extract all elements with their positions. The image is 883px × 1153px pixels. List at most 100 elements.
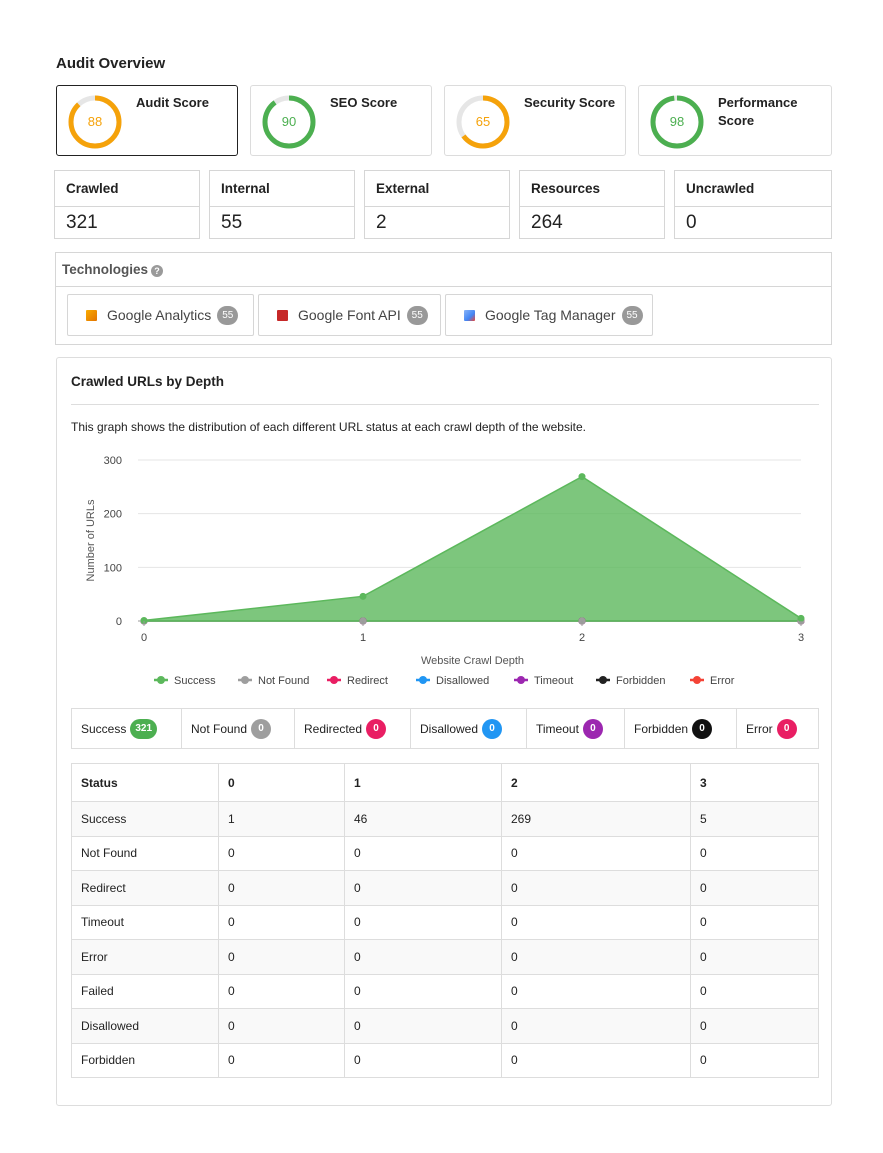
count-cell: 0: [501, 973, 691, 1009]
status-count-badge: 0: [251, 718, 272, 739]
y-axis-label: Number of URLs: [85, 499, 97, 581]
count-cell: 0: [218, 939, 345, 975]
security-score-card[interactable]: 65 Security Score: [444, 85, 626, 156]
stat-external[interactable]: External 2: [364, 170, 510, 239]
legend-item-success: Success: [154, 675, 216, 687]
stat-label: External: [365, 171, 509, 207]
legend-label: Forbidden: [616, 675, 666, 687]
tech-name: Google Tag Manager: [485, 307, 616, 323]
count-cell: 0: [344, 1008, 502, 1044]
y-tick-label: 100: [104, 562, 122, 574]
audit-score-label: Audit Score: [136, 95, 209, 110]
count-cell: 0: [690, 904, 819, 940]
status-summary-label: Success: [81, 721, 127, 736]
seo-score-label: SEO Score: [330, 95, 398, 110]
table-row: Forbidden 0 0 0 0: [71, 1042, 819, 1078]
stat-uncrawled[interactable]: Uncrawled 0: [674, 170, 832, 239]
status-name-cell: Error: [71, 939, 219, 975]
seo-score-card[interactable]: 90 SEO Score: [250, 85, 432, 156]
table-header-depth: 0: [218, 763, 345, 802]
status-summary-label: Redirected: [304, 721, 363, 736]
tech-google-analytics[interactable]: Google Analytics 55: [67, 294, 254, 336]
count-cell: 0: [218, 1008, 345, 1044]
stat-value: 2: [376, 212, 387, 233]
count-cell: 0: [690, 1008, 819, 1044]
tech-google-font-api[interactable]: Google Font API 55: [258, 294, 441, 336]
stat-internal[interactable]: Internal 55: [209, 170, 355, 239]
table-header-depth: 3: [690, 763, 819, 802]
status-count-badge: 321: [130, 718, 158, 739]
crawled-urls-description: This graph shows the distribution of eac…: [71, 420, 586, 434]
legend-label: Timeout: [534, 675, 573, 687]
performance-score-card[interactable]: 98 Performance Score: [638, 85, 832, 156]
status-name-cell: Redirect: [71, 870, 219, 906]
status-summary-forbidden[interactable]: Forbidden 0: [625, 709, 737, 748]
data-point-success: [578, 473, 586, 481]
performance-score-ring: [650, 95, 704, 149]
status-summary-error[interactable]: Error 0: [737, 709, 818, 748]
count-cell: 0: [501, 1008, 691, 1044]
count-cell: 0: [344, 835, 502, 871]
status-name-cell: Failed: [71, 973, 219, 1009]
count-cell: 0: [344, 904, 502, 940]
x-tick-label: 3: [798, 632, 804, 644]
audit-score-ring: [68, 95, 122, 149]
crawled-urls-title: Crawled URLs by Depth: [71, 374, 225, 389]
status-summary-redirected[interactable]: Redirected 0: [295, 709, 411, 748]
count-cell: 0: [501, 1042, 691, 1078]
data-point-success: [140, 616, 148, 624]
count-cell: 1: [218, 801, 345, 837]
status-summary-timeout[interactable]: Timeout 0: [527, 709, 625, 748]
x-tick-label: 0: [141, 632, 147, 644]
status-name-cell: Disallowed: [71, 1008, 219, 1044]
google-analytics-icon: [86, 309, 97, 321]
question-circle-icon[interactable]: ?: [151, 265, 164, 277]
status-count-badge: 0: [482, 718, 503, 739]
divider: [71, 404, 819, 405]
legend-item-forbidden: Forbidden: [596, 675, 666, 687]
status-summary-not-found[interactable]: Not Found 0: [182, 709, 295, 748]
security-score-label: Security Score: [524, 95, 616, 110]
table-header-row: Status 0 1 2 3: [71, 763, 819, 802]
page-title: Audit Overview: [56, 55, 166, 72]
count-cell: 0: [218, 1042, 345, 1078]
table-row: Success 1 46 269 5: [71, 801, 819, 837]
stat-label: Resources: [520, 171, 664, 207]
table-header-depth: 2: [501, 763, 691, 802]
status-name-cell: Timeout: [71, 904, 219, 940]
legend-label: Disallowed: [436, 675, 489, 687]
stat-value: 321: [66, 212, 98, 233]
count-cell: 0: [690, 870, 819, 906]
seo-score-value: 90: [281, 114, 297, 129]
status-summary-disallowed[interactable]: Disallowed 0: [411, 709, 527, 748]
security-score-value: 65: [475, 114, 491, 129]
count-cell: 0: [344, 939, 502, 975]
count-cell: 0: [218, 835, 345, 871]
stat-value: 55: [221, 212, 243, 233]
legend-label: Not Found: [258, 675, 309, 687]
audit-score-card[interactable]: 88 Audit Score: [56, 85, 238, 156]
security-score-ring: [456, 95, 510, 149]
count-cell: 5: [690, 801, 819, 837]
table-header-status: Status: [71, 763, 219, 802]
legend-item-redirect: Redirect: [327, 675, 388, 687]
x-tick-label: 1: [360, 632, 366, 644]
status-summary-success[interactable]: Success 321: [72, 709, 182, 748]
count-cell: 0: [690, 1042, 819, 1078]
google-font-api-icon: [277, 309, 288, 321]
legend-item-timeout: Timeout: [514, 675, 573, 687]
status-count-badge: 0: [582, 718, 603, 739]
stat-label: Internal: [210, 171, 354, 207]
stat-resources[interactable]: Resources 264: [519, 170, 665, 239]
count-cell: 0: [690, 973, 819, 1009]
tech-name: Google Analytics: [107, 307, 212, 323]
tech-google-tag-manager[interactable]: Google Tag Manager 55: [445, 294, 653, 336]
count-cell: 0: [218, 870, 345, 906]
status-summary-label: Disallowed: [420, 721, 479, 736]
y-tick-label: 0: [116, 616, 122, 628]
technologies-title: Technologies: [62, 262, 149, 277]
status-by-depth-table: Status 0 1 2 3 Success 1 46 269 5 Not Found 0 0…: [71, 763, 819, 1078]
count-cell: 0: [218, 973, 345, 1009]
series-area-success: [143, 475, 802, 622]
stat-crawled[interactable]: Crawled 321: [54, 170, 200, 239]
